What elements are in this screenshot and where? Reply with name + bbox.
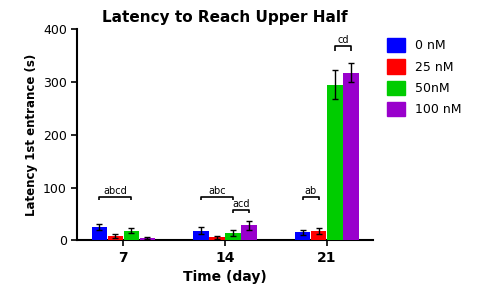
Bar: [226, 233, 241, 240]
Legend: 0 nM, 25 nM, 50nM, 100 nM: 0 nM, 25 nM, 50nM, 100 nM: [385, 35, 464, 119]
X-axis label: Time (day): Time (day): [183, 270, 267, 284]
Bar: [343, 73, 359, 240]
Bar: [295, 232, 310, 240]
Text: abcd: abcd: [104, 186, 127, 196]
Bar: [311, 231, 327, 240]
Text: acd: acd: [232, 199, 250, 209]
Bar: [140, 238, 155, 240]
Bar: [107, 236, 123, 240]
Y-axis label: Latency 1st entrance (s): Latency 1st entrance (s): [25, 54, 38, 216]
Bar: [327, 85, 343, 240]
Bar: [123, 231, 139, 240]
Text: abc: abc: [208, 186, 226, 196]
Bar: [210, 237, 225, 240]
Bar: [194, 231, 209, 240]
Title: Latency to Reach Upper Half: Latency to Reach Upper Half: [102, 10, 348, 25]
Text: cd: cd: [337, 35, 348, 45]
Bar: [91, 227, 107, 240]
Bar: [242, 226, 257, 240]
Text: ab: ab: [305, 186, 317, 196]
